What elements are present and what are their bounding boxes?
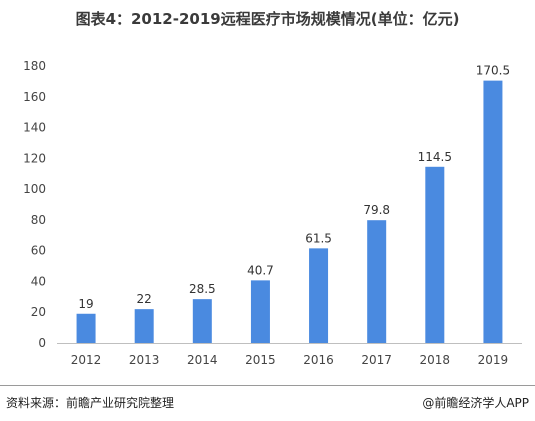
- y-tick-label: 40: [31, 274, 46, 288]
- y-tick-label: 20: [31, 305, 46, 319]
- data-label: 40.7: [247, 263, 274, 277]
- bars: [76, 80, 503, 343]
- source-note: 资料来源：前瞻产业研究院整理: [6, 396, 175, 410]
- data-label: 28.5: [189, 282, 216, 296]
- bar: [483, 80, 503, 343]
- data-label: 61.5: [305, 231, 332, 245]
- y-axis-ticks: 0 20 40 60 80 100 120 140 160 180: [23, 59, 46, 350]
- y-tick-label: 180: [23, 59, 46, 73]
- y-tick-label: 120: [23, 151, 46, 165]
- x-tick-label: 2014: [187, 353, 218, 367]
- x-tick-label: 2012: [71, 353, 102, 367]
- bar: [250, 280, 270, 343]
- x-tick-label: 2018: [420, 353, 451, 367]
- bar-chart: 0 20 40 60 80 100 120 140 160 180 19 22 28.5 40.7 61.…: [23, 59, 522, 367]
- bar: [76, 313, 96, 343]
- bar: [134, 309, 154, 343]
- x-tick-label: 2013: [129, 353, 160, 367]
- x-tick-label: 2016: [303, 353, 334, 367]
- bar: [192, 299, 212, 343]
- data-label: 170.5: [476, 64, 510, 78]
- bar: [309, 248, 329, 343]
- bar: [367, 220, 387, 343]
- chart-title: 图表4：2012-2019远程医疗市场规模情况(单位：亿元): [75, 10, 460, 28]
- value-labels: 19 22 28.5 40.7 61.5 79.8 114.5 170.5: [78, 64, 510, 311]
- y-tick-label: 80: [31, 213, 46, 227]
- x-tick-label: 2017: [361, 353, 392, 367]
- footer-divider: [0, 385, 535, 386]
- credit-note: @前瞻经济学人APP: [422, 396, 529, 410]
- x-axis-ticks: 2012 2013 2014 2015 2016 2017 2018 2019: [71, 353, 508, 367]
- data-label: 19: [78, 297, 93, 311]
- y-tick-label: 0: [38, 336, 46, 350]
- x-tick-label: 2019: [478, 353, 509, 367]
- y-tick-label: 100: [23, 182, 46, 196]
- y-tick-label: 60: [31, 244, 46, 258]
- y-tick-label: 140: [23, 121, 46, 135]
- y-tick-label: 160: [23, 90, 46, 104]
- x-tick-label: 2015: [245, 353, 276, 367]
- data-label: 114.5: [418, 150, 452, 164]
- data-label: 22: [137, 292, 152, 306]
- data-label: 79.8: [363, 203, 390, 217]
- bar: [425, 166, 445, 343]
